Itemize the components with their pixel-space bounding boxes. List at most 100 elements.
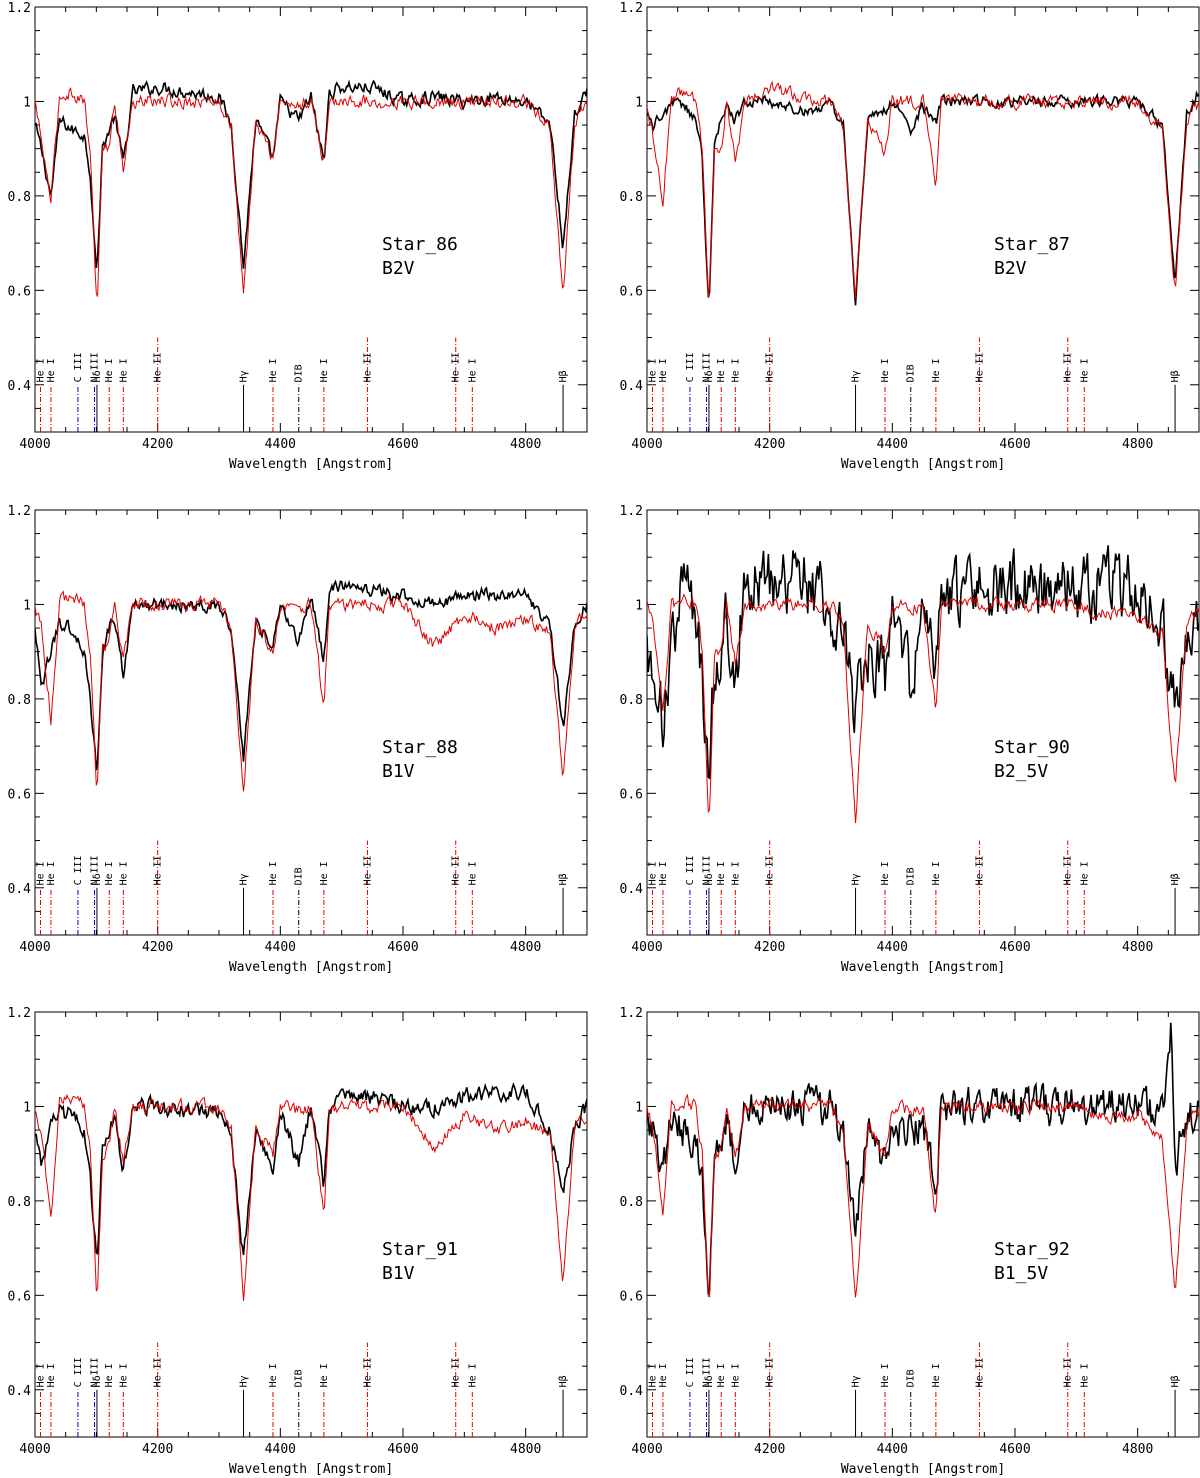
line-marker-label: He I	[931, 1363, 942, 1387]
x-tick-label: 4000	[631, 1442, 662, 1457]
line-marker-label: He I	[36, 358, 47, 382]
y-tick-label: 1	[23, 598, 31, 613]
line-marker-label: He I	[658, 1363, 669, 1387]
line-marker-label: He II	[362, 855, 373, 885]
x-tick-label: 4400	[265, 940, 296, 955]
observed-spectrum-line	[647, 90, 1199, 306]
line-marker-label: Hδ	[92, 1375, 103, 1387]
line-marker-label: He I	[716, 358, 727, 382]
x-tick-label: 4200	[142, 940, 173, 955]
line-marker-label: He II	[765, 855, 776, 885]
line-marker-label: He II	[153, 1357, 164, 1387]
line-marker-label: He I	[880, 358, 891, 382]
line-marker-label: He I	[104, 358, 115, 382]
line-marker-label: He I	[648, 358, 659, 382]
y-tick-label: 1.2	[620, 1, 643, 16]
star-name-label: Star_86	[382, 234, 458, 255]
line-marker-label: N III	[701, 352, 712, 382]
y-tick-label: 1	[23, 95, 31, 110]
line-marker-label: He I	[1079, 358, 1090, 382]
x-axis-label: Wavelength [Angstrom]	[229, 1462, 393, 1477]
x-tick-label: 4000	[19, 1442, 50, 1457]
x-tick-label: 4800	[510, 437, 541, 452]
line-marker-label: Hγ	[851, 1375, 862, 1387]
line-marker-label: DIB	[906, 1369, 917, 1387]
line-marker-label: He I	[658, 861, 669, 885]
spectrum-panel-star-91: 4000 4200 4400 4600 4800 Wavelength [Angstrom…	[8, 1006, 588, 1477]
line-marker-label: N III	[701, 1357, 712, 1387]
model-spectrum-line	[647, 593, 1199, 824]
line-marker-label: He II	[1063, 855, 1074, 885]
line-marker-label: DIB	[906, 364, 917, 382]
x-tick-label: 4600	[387, 437, 418, 452]
line-marker-label: He II	[451, 1357, 462, 1387]
line-marker-label: Hδ	[704, 370, 715, 382]
star-name-label: Star_90	[994, 737, 1070, 758]
line-marker-label: He I	[467, 1363, 478, 1387]
y-tick-label: 1	[23, 1100, 31, 1115]
line-marker-label: He I	[931, 358, 942, 382]
spectral-type-label: B2V	[382, 258, 415, 279]
line-marker-label: C III	[73, 855, 84, 885]
line-marker-label: He I	[36, 861, 47, 885]
line-marker-label: He I	[880, 1363, 891, 1387]
x-tick-label: 4600	[999, 940, 1030, 955]
line-marker-label: He I	[730, 861, 741, 885]
x-tick-label: 4600	[999, 1442, 1030, 1457]
line-marker-label: He II	[362, 1357, 373, 1387]
model-spectrum-line	[35, 86, 587, 297]
y-tick-label: 0.4	[8, 882, 32, 897]
line-marker-label: He I	[1079, 1363, 1090, 1387]
line-marker-label: C III	[73, 1357, 84, 1387]
line-marker-label: DIB	[294, 1369, 305, 1387]
line-marker-label: Hγ	[239, 1375, 250, 1387]
spectrum-panel-star-88: 4000 4200 4400 4600 4800 Wavelength [Angstrom…	[8, 504, 588, 975]
model-spectrum-line	[647, 1093, 1199, 1298]
observed-spectrum-line	[647, 545, 1199, 780]
line-marker-label: He II	[1063, 1357, 1074, 1387]
line-marker-label: He I	[716, 1363, 727, 1387]
x-tick-label: 4400	[877, 1442, 908, 1457]
star-name-label: Star_91	[382, 1239, 458, 1260]
x-tick-label: 4600	[999, 437, 1030, 452]
line-marker-label: He I	[931, 861, 942, 885]
line-marker-label: He II	[974, 855, 985, 885]
star-name-label: Star_87	[994, 234, 1070, 255]
spectrum-panel-star-86: 4000 4200 4400 4600 4800 Wavelength [Angstrom…	[8, 1, 588, 472]
y-tick-label: 0.4	[620, 379, 644, 394]
x-tick-label: 4400	[265, 1442, 296, 1457]
x-tick-label: 4200	[142, 437, 173, 452]
x-axis-label: Wavelength [Angstrom]	[229, 960, 393, 975]
line-marker-label: DIB	[906, 867, 917, 885]
line-marker-label: N III	[701, 855, 712, 885]
x-tick-label: 4800	[510, 940, 541, 955]
line-marker-label: Hδ	[92, 370, 103, 382]
y-tick-label: 0.8	[620, 190, 643, 205]
line-marker-label: C III	[685, 855, 696, 885]
x-tick-label: 4800	[510, 1442, 541, 1457]
line-marker-label: Hγ	[239, 370, 250, 382]
line-marker-label: C III	[73, 352, 84, 382]
spectrum-panel-star-90: 4000 4200 4400 4600 4800 Wavelength [Angstrom…	[620, 504, 1200, 975]
line-marker-label: He II	[153, 352, 164, 382]
line-marker-label: He I	[46, 1363, 57, 1387]
y-tick-label: 0.6	[8, 1289, 31, 1304]
star-name-label: Star_88	[382, 737, 458, 758]
x-tick-label: 4400	[877, 940, 908, 955]
x-tick-label: 4800	[1122, 940, 1153, 955]
y-tick-label: 0.8	[8, 190, 31, 205]
x-tick-label: 4200	[754, 940, 785, 955]
line-marker-label: He I	[104, 1363, 115, 1387]
spectrum-panel-star-92: 4000 4200 4400 4600 4800 Wavelength [Angstrom…	[620, 1006, 1200, 1477]
line-marker-label: He I	[36, 1363, 47, 1387]
line-marker-label: He I	[319, 1363, 330, 1387]
line-marker-label: C III	[685, 352, 696, 382]
y-tick-label: 0.8	[620, 693, 643, 708]
x-tick-label: 4200	[754, 1442, 785, 1457]
line-marker-label: He II	[451, 352, 462, 382]
line-marker-label: He II	[974, 1357, 985, 1387]
x-tick-label: 4200	[754, 437, 785, 452]
y-tick-label: 0.8	[8, 693, 31, 708]
observed-spectrum-line	[35, 579, 587, 771]
